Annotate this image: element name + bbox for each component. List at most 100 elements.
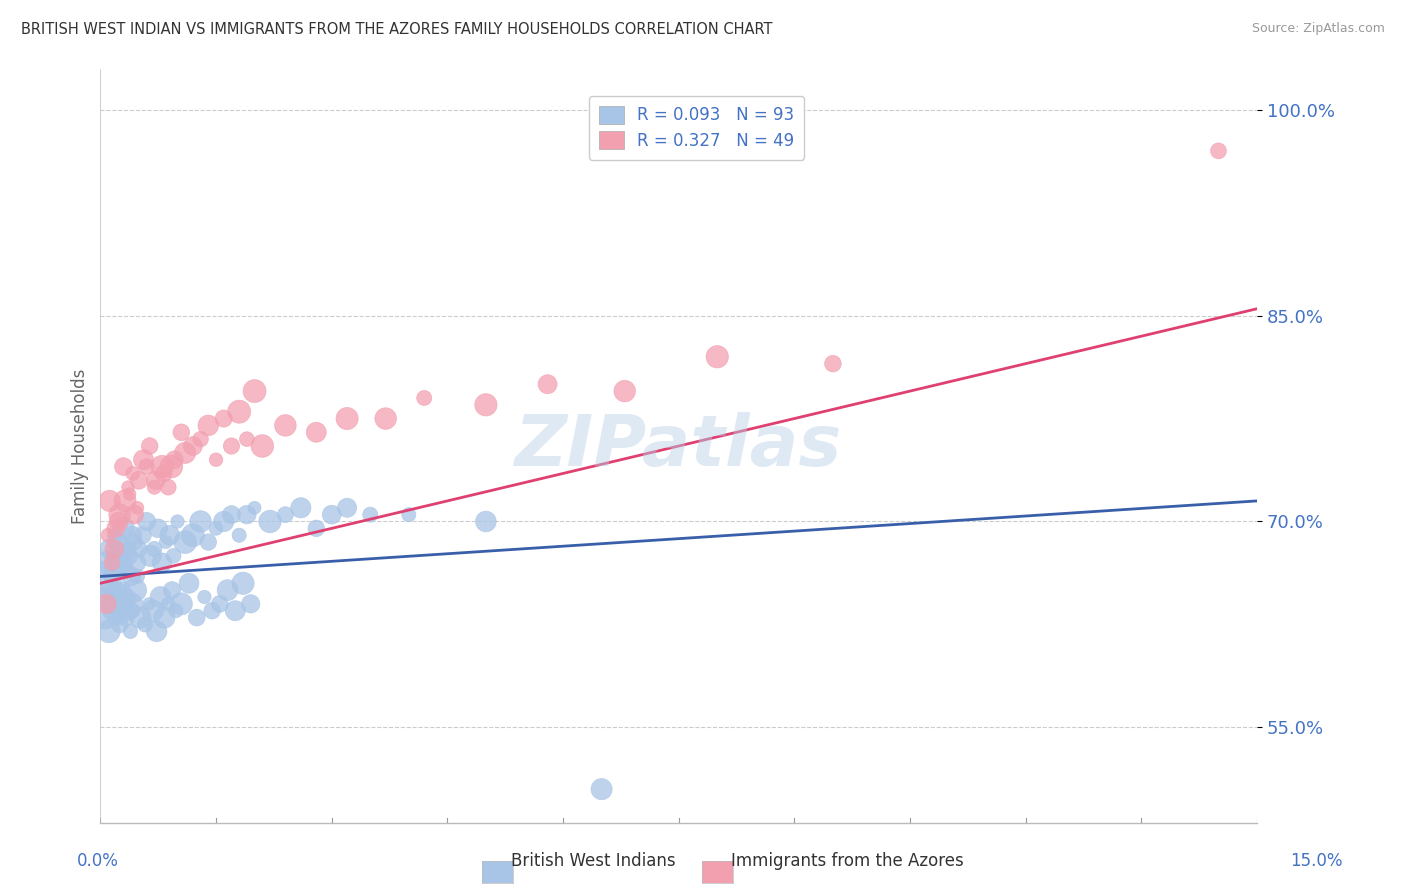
Point <box>159 528 181 542</box>
Point <box>115 562 138 576</box>
Point <box>236 432 259 446</box>
Point <box>124 508 146 522</box>
Point <box>118 604 141 618</box>
Point <box>475 398 498 412</box>
Point <box>157 480 180 494</box>
Point <box>155 535 177 549</box>
Point <box>101 604 124 618</box>
Point <box>160 459 183 474</box>
Point <box>98 494 121 508</box>
Point <box>224 604 246 618</box>
Point <box>212 515 235 529</box>
Point <box>374 411 396 425</box>
Text: ZIPatlas: ZIPatlas <box>515 411 842 481</box>
Point <box>138 597 160 611</box>
Point <box>108 556 131 570</box>
Point <box>305 521 328 535</box>
Point <box>239 597 262 611</box>
Point <box>121 597 143 611</box>
Point <box>152 467 174 481</box>
Point <box>475 515 498 529</box>
Point <box>228 528 250 542</box>
Point <box>162 549 184 563</box>
Point <box>101 549 124 563</box>
Point <box>149 590 172 604</box>
Point <box>100 569 122 583</box>
Point <box>103 528 125 542</box>
Point <box>125 556 148 570</box>
Point <box>132 528 155 542</box>
Point <box>228 405 250 419</box>
Point <box>120 624 142 639</box>
Point <box>197 418 219 433</box>
Y-axis label: Family Households: Family Households <box>72 368 89 524</box>
Point <box>274 508 297 522</box>
Point <box>174 535 197 549</box>
Point <box>160 583 183 598</box>
Point <box>536 377 558 392</box>
Point <box>190 515 212 529</box>
Point <box>217 583 239 598</box>
Point <box>221 508 243 522</box>
Point <box>170 425 193 440</box>
Text: British West Indians: British West Indians <box>510 852 676 870</box>
Point <box>157 597 180 611</box>
Point <box>93 562 115 576</box>
Text: Immigrants from the Azores: Immigrants from the Azores <box>731 852 963 870</box>
Point <box>181 439 204 453</box>
Point <box>190 432 212 446</box>
Point <box>139 549 162 563</box>
Point <box>165 604 187 618</box>
Point <box>100 583 122 598</box>
Point <box>111 541 134 556</box>
Point <box>145 473 167 487</box>
Point <box>105 535 128 549</box>
Point <box>121 528 143 542</box>
Point <box>122 604 145 618</box>
Point <box>117 480 139 494</box>
Point <box>101 556 124 570</box>
Point <box>103 541 125 556</box>
Point <box>128 541 150 556</box>
Legend: R = 0.093   N = 93, R = 0.327   N = 49: R = 0.093 N = 93, R = 0.327 N = 49 <box>589 95 804 160</box>
Point <box>132 452 155 467</box>
Point <box>98 541 121 556</box>
Point <box>197 535 219 549</box>
Point <box>118 487 141 501</box>
Point <box>135 459 157 474</box>
Point <box>127 500 149 515</box>
Point <box>96 590 118 604</box>
Point <box>118 549 141 563</box>
Point <box>104 562 127 576</box>
Point <box>181 528 204 542</box>
Point <box>138 439 160 453</box>
Point <box>205 521 228 535</box>
Point <box>208 597 231 611</box>
Point <box>107 590 129 604</box>
Point <box>120 569 142 583</box>
Point <box>117 590 139 604</box>
Point <box>104 521 127 535</box>
Point <box>143 541 166 556</box>
Point <box>613 384 636 398</box>
Point <box>201 604 224 618</box>
Text: BRITISH WEST INDIAN VS IMMIGRANTS FROM THE AZORES FAMILY HOUSEHOLDS CORRELATION : BRITISH WEST INDIAN VS IMMIGRANTS FROM T… <box>21 22 772 37</box>
Point <box>105 610 128 624</box>
Point <box>174 446 197 460</box>
Point <box>110 604 132 618</box>
Point <box>112 521 135 535</box>
Point <box>104 576 127 591</box>
Point <box>103 597 125 611</box>
Point <box>150 459 173 474</box>
Point <box>153 610 176 624</box>
Point <box>112 459 135 474</box>
Point <box>236 508 259 522</box>
Point <box>114 494 136 508</box>
Point <box>321 508 343 522</box>
Point <box>108 515 131 529</box>
Point <box>232 576 254 591</box>
Point <box>145 624 167 639</box>
Point <box>398 508 420 522</box>
Point <box>128 473 150 487</box>
Point <box>135 515 157 529</box>
